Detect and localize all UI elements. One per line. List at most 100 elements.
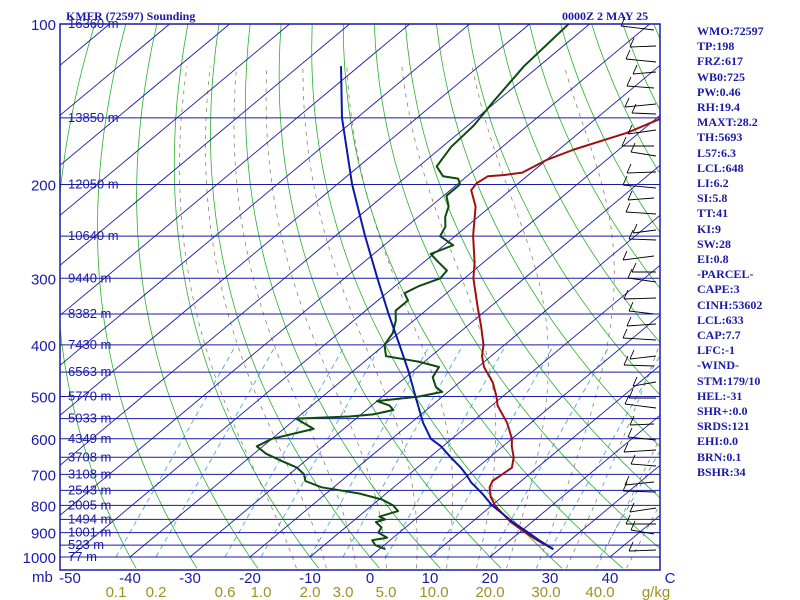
stat-rh: RH:19.4 (697, 100, 740, 115)
wind-barb-flag (629, 415, 635, 426)
mixing-ratio-line (433, 344, 555, 558)
height-label: 3108 m (68, 466, 111, 481)
wind-barb (623, 449, 657, 453)
moist-adiabat-line (471, 66, 549, 569)
stat-wind-header: -WIND- (697, 358, 739, 373)
wind-barb (627, 129, 657, 135)
wind-barb (627, 277, 657, 283)
isotherm-line (60, 24, 170, 116)
temperature-tick-labels: -50 -40 -30 -20 -10 0 10 20 30 40 C (59, 570, 675, 587)
valid-time: 0000Z 2 MAY 25 (562, 9, 649, 23)
wind-barb (628, 549, 657, 552)
dry-adiabat-line (60, 24, 137, 569)
wind-barb-flag (623, 289, 629, 300)
stat-cape: CAPE:3 (697, 282, 740, 297)
wind-barb-flag (632, 223, 638, 234)
wind-barb-flag (629, 502, 635, 513)
wind-barb (625, 58, 657, 63)
wind-barbs (620, 16, 657, 552)
dewpoint-trace (255, 24, 570, 551)
isotherm-line (429, 364, 660, 558)
height-label: 2005 m (68, 497, 111, 512)
stat-cap: CAP:7.7 (697, 328, 741, 343)
isotherm-line (60, 24, 230, 166)
dry-adiabat-line (210, 24, 380, 569)
stat-sw: SW:28 (697, 236, 732, 251)
stat-th: TH:5693 (697, 130, 743, 145)
height-label: 1001 m (68, 525, 111, 540)
wind-barb (632, 71, 657, 75)
temperature-tick-label: -30 (179, 570, 201, 587)
pressure-tick-labels: 100 200 300 400 500 600 700 800 900 1000 (23, 17, 56, 567)
mixing-ratio-line (260, 344, 382, 558)
wind-barb (623, 297, 657, 300)
wind-barb-flag (624, 475, 630, 486)
dry-adiabat-line (529, 24, 660, 289)
mixing-ratio-label: 30.0 (531, 584, 560, 600)
mixing-ratio-line (545, 354, 660, 558)
stat-tp: TP:198 (697, 39, 735, 54)
stat-srds: SRDS:121 (697, 419, 750, 434)
wind-barb (622, 184, 657, 189)
pressure-tick-label: 400 (31, 338, 56, 355)
stat-stm: STM:179/10 (697, 373, 761, 388)
wind-barb-flag (629, 37, 635, 48)
temperature-tick-label: 10 (422, 570, 439, 587)
parcel-trace (340, 66, 554, 551)
moist-adiabat-line (566, 341, 660, 569)
isotherm-line (129, 114, 660, 558)
height-label: 9440 m (68, 270, 111, 285)
wind-barb-flag (632, 376, 638, 387)
temperature-tick-label: -10 (299, 570, 321, 587)
dry-adiabat-line (498, 24, 660, 343)
dry-adiabats (60, 24, 660, 569)
wind-barb-flag (631, 103, 637, 114)
plot-frame (59, 23, 661, 571)
wind-barb-flag (622, 328, 628, 339)
stat-pw: PW:0.46 (697, 84, 741, 99)
sounding-indices: WMO:72597 TP:198 FRZ:617 WB0:725 PW:0.46… (697, 24, 764, 480)
temperature-tick-label: 40 (602, 570, 619, 587)
mixing-ratio-label: 5.0 (376, 584, 397, 600)
moist-adiabat-line (346, 66, 454, 569)
isotherm-line (369, 314, 660, 558)
dry-adiabat-line (436, 24, 660, 448)
dry-adiabat-line (244, 24, 441, 569)
wind-barb (630, 151, 657, 157)
wind-barb-flag (626, 316, 632, 327)
wind-barb (624, 403, 657, 409)
mixing-ratio-label: 1.0 (251, 584, 272, 600)
pressure-tick-label: 100 (31, 17, 56, 34)
stat-frz: FRZ:617 (697, 54, 743, 69)
wind-barb (629, 355, 657, 360)
stat-hel: HEL:-31 (697, 388, 743, 403)
wind-barb-flag (628, 388, 634, 399)
stat-wb0: WB0:725 (697, 69, 745, 84)
wind-barb (628, 310, 655, 315)
sounding-traces (255, 24, 660, 551)
wind-barb (632, 229, 657, 234)
mixing-ratio-label: 0.2 (146, 584, 167, 600)
isotherm-line (549, 464, 660, 558)
dry-adiabat-line (404, 24, 660, 499)
mixing-ratio-label: 40.0 (585, 584, 614, 600)
stat-bshr: BSHR:34 (697, 464, 746, 479)
pressure-tick-label: 1000 (23, 550, 56, 567)
stat-lfc: LFC:-1 (697, 343, 735, 358)
stat-ehi: EHI:0.0 (697, 434, 739, 449)
height-label: 523 m (68, 537, 104, 552)
stat-brn: BRN:0.1 (697, 449, 742, 464)
moist-adiabat-line (205, 66, 327, 569)
mixing-ratio-line (155, 344, 277, 558)
wind-barb-flag (622, 481, 628, 492)
temperature-tick-label: -50 (59, 570, 81, 587)
isotherm-line (249, 214, 660, 558)
wind-barb-flag (622, 175, 628, 186)
temperature-tick-label: 0 (366, 570, 374, 587)
wind-barb-flag (630, 454, 636, 465)
wind-barb-flag (630, 520, 636, 531)
isotherms (60, 24, 660, 558)
pressure-tick-label: 700 (31, 467, 56, 484)
dry-adiabat-line (467, 24, 660, 396)
